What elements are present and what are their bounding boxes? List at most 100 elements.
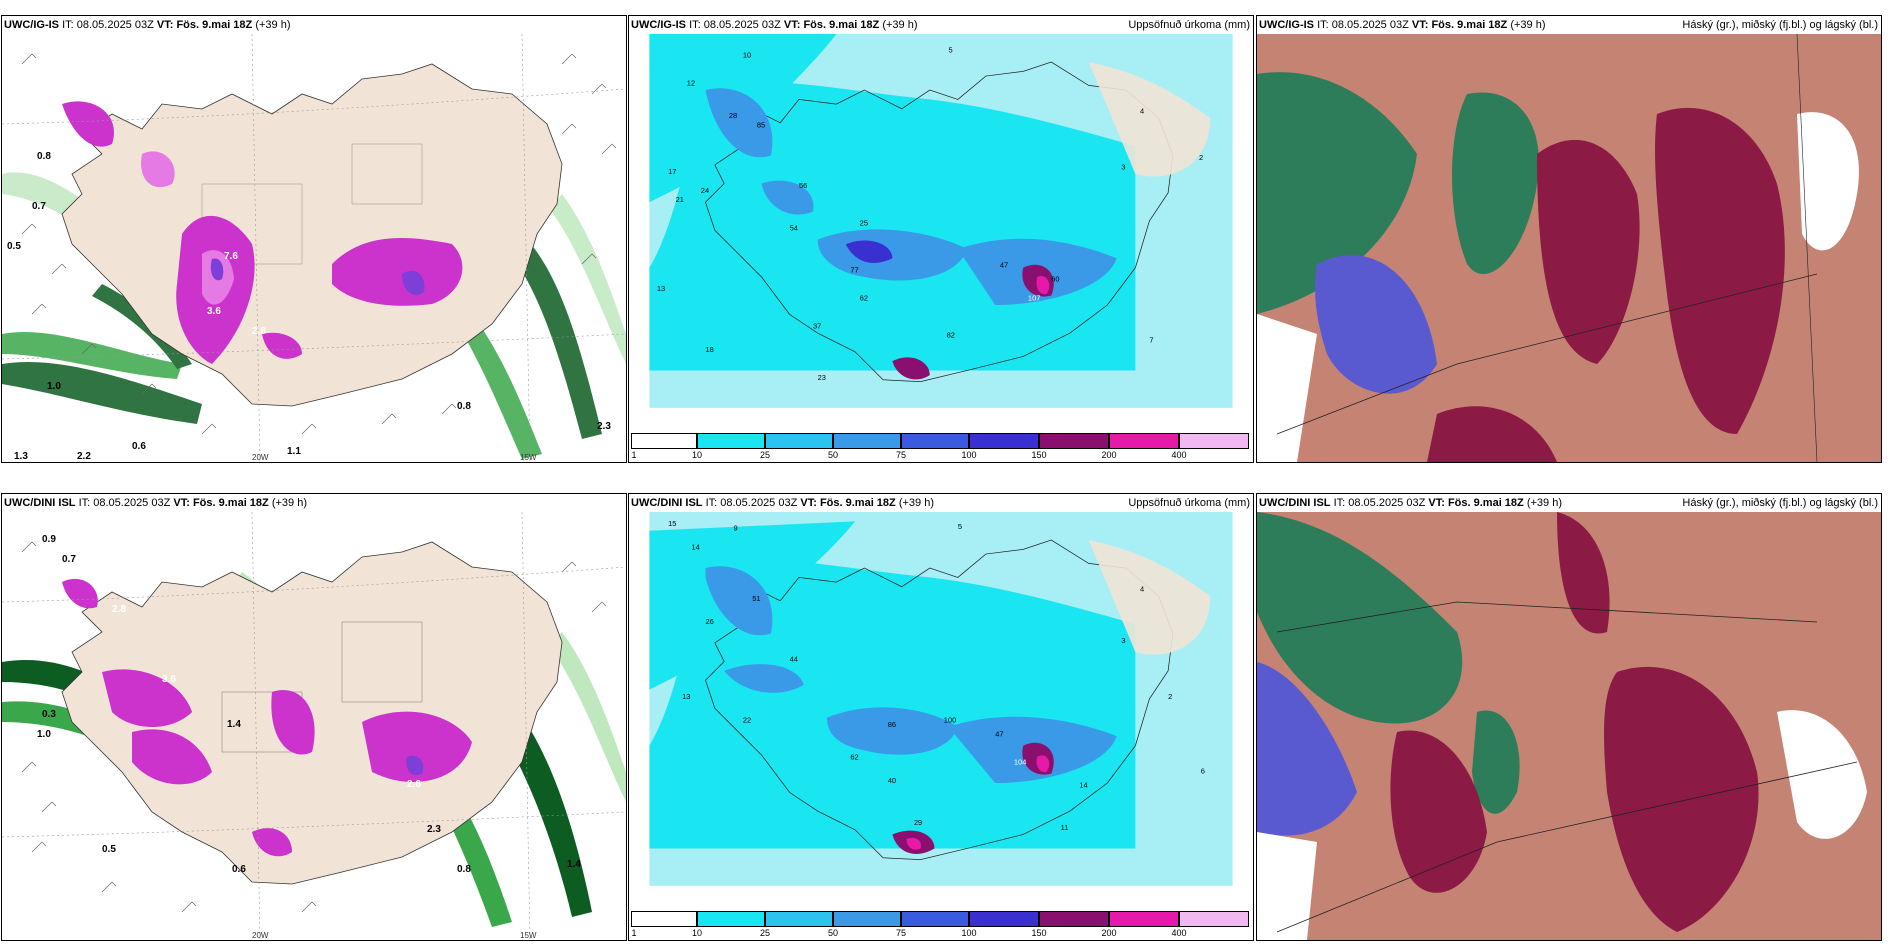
precip-value: 15	[668, 519, 676, 528]
colorbar-segment	[697, 911, 765, 927]
wind-value: 0.6	[132, 441, 146, 452]
precip-value: 47	[995, 729, 1003, 738]
colorbar-segment	[833, 433, 901, 449]
precip-value: 100	[944, 715, 956, 724]
wind-precip-map[interactable]: 20W 15W 0.9 0.7 1.0 0.3 2.8 3.6 2.6 1.4 …	[2, 512, 626, 940]
lon-label-1: 20W	[252, 453, 269, 462]
precip-value: 26	[705, 617, 713, 626]
colorbar-label: 75	[895, 450, 907, 460]
cloud-map[interactable]	[1257, 512, 1881, 940]
precip-value: 28	[729, 111, 737, 120]
colorbar-segment	[1039, 433, 1109, 449]
wind-value: 2.3	[597, 421, 611, 432]
colorbar-segment	[1179, 911, 1249, 927]
precip-value: 23	[818, 373, 826, 382]
colorbar-segment	[901, 911, 969, 927]
colorbar-label: 1	[631, 450, 637, 460]
wind-value: 0.8	[37, 151, 51, 162]
precip-value: 18	[705, 345, 713, 354]
colorbar-label: 400	[1171, 928, 1187, 938]
precip-value: 29	[914, 818, 922, 827]
colorbar-segment	[1039, 911, 1109, 927]
wind-barbs	[21, 53, 617, 435]
colorbar-segment	[833, 911, 901, 927]
colorbar-label: 150	[1031, 450, 1047, 460]
precip-value: 3	[1121, 163, 1125, 172]
panel-subtitle: Uppsöfnuð úrkoma (mm)	[1128, 497, 1250, 509]
precip-value: 21	[676, 195, 684, 204]
wind-value: 2.8	[252, 326, 266, 337]
wind-value: 3.6	[207, 306, 221, 317]
panel-title: UWC/DINI ISL IT: 08.05.2025 03Z VT: Fös.…	[1259, 497, 1562, 509]
lon-label-1: 20W	[252, 931, 269, 940]
precip-value: 9	[734, 524, 738, 533]
colorbar-label: 75	[895, 928, 907, 938]
precip-value: 77	[850, 265, 858, 274]
precip-value: 12	[687, 78, 695, 87]
wind-value: 2.2	[77, 451, 91, 462]
accum-precip-map[interactable]: 10 12 28 85 17 21 24 56 54 25 77 62 82 1…	[629, 34, 1253, 434]
precip-value: 51	[752, 594, 760, 603]
panel-accum-precip-top: UWC/IG-IS IT: 08.05.2025 03Z VT: Fös. 9.…	[628, 15, 1254, 463]
colorbar-label: 25	[759, 450, 771, 460]
precip-value: 22	[743, 715, 751, 724]
accum-precip-map[interactable]: 15 14 9 44 51 26 13 22 62 86 100 47 104 …	[629, 512, 1253, 912]
wind-value: 0.5	[102, 844, 116, 855]
colorbar-label: 50	[827, 928, 839, 938]
colorbar-segment	[765, 433, 833, 449]
colorbar-segment	[1109, 911, 1179, 927]
panel-clouds-bottom: UWC/DINI ISL IT: 08.05.2025 03Z VT: Fös.…	[1256, 493, 1882, 941]
panel-title: UWC/DINI ISL IT: 08.05.2025 03Z VT: Fös.…	[4, 497, 307, 509]
panel-title: UWC/IG-IS IT: 08.05.2025 03Z VT: Fös. 9.…	[631, 19, 918, 31]
precip-value: 13	[682, 692, 690, 701]
precip-value: 2	[1168, 692, 1172, 701]
colorbar-label: 200	[1101, 450, 1117, 460]
colorbar-segment	[697, 433, 765, 449]
lon-label-2: 15W	[520, 453, 537, 462]
precip-value: 5	[948, 46, 952, 55]
wind-value: 1.0	[37, 729, 51, 740]
wind-barbs	[21, 541, 607, 913]
precip-value: 3	[1121, 636, 1125, 645]
panel-title: UWC/DINI ISL IT: 08.05.2025 03Z VT: Fös.…	[631, 497, 934, 509]
lon-label-2: 15W	[520, 931, 537, 940]
wind-value: 0.3	[42, 709, 56, 720]
cloud-map[interactable]	[1257, 34, 1881, 462]
colorbar-segment	[901, 433, 969, 449]
precip-value: 2	[1199, 153, 1203, 162]
colorbar-label: 400	[1171, 450, 1187, 460]
wind-value: 1.0	[47, 381, 61, 392]
precip-value: 60	[1051, 275, 1059, 284]
colorbar-label: 150	[1031, 928, 1047, 938]
precip-value: 25	[860, 219, 868, 228]
precip-value: 62	[860, 293, 868, 302]
precip-value: 107	[1028, 293, 1040, 302]
colorbar-label: 50	[827, 450, 839, 460]
colorbar-label: 10	[691, 450, 703, 460]
colorbar-label: 200	[1101, 928, 1117, 938]
precip-value: 44	[790, 655, 798, 664]
precip-value: 62	[850, 753, 858, 762]
precip-value: 13	[657, 284, 665, 293]
colorbar-label: 1	[631, 928, 637, 938]
wind-value: 2.8	[112, 604, 126, 615]
colorbar-segment	[1179, 433, 1249, 449]
precip-value: 4	[1140, 106, 1144, 115]
colorbar-label: 10	[691, 928, 703, 938]
panel-wind-precip-top: UWC/IG-IS IT: 08.05.2025 03Z VT: Fös. 9.…	[1, 15, 627, 463]
precip-value: 14	[1079, 781, 1087, 790]
precip-value: 56	[799, 181, 807, 190]
colorbar-label: 25	[759, 928, 771, 938]
green-streaks	[2, 94, 626, 459]
colorbar-segment	[1109, 433, 1179, 449]
colorbar: 1 10 25 50 75 100 150 200 400	[631, 911, 1251, 938]
precip-value: 6	[1201, 767, 1205, 776]
precip-value: 4	[1140, 584, 1144, 593]
wind-value: 0.7	[32, 201, 46, 212]
wind-value: 0.8	[457, 864, 471, 875]
precip-value: 37	[813, 321, 821, 330]
wind-precip-map[interactable]: 20W 15W 0.8 0.5 0.7 1.0 2.2 0.6 1.3 7.6 …	[2, 34, 626, 462]
precip-value: 86	[888, 720, 896, 729]
wind-value: 0.7	[62, 554, 76, 565]
precip-blobs	[62, 101, 463, 364]
